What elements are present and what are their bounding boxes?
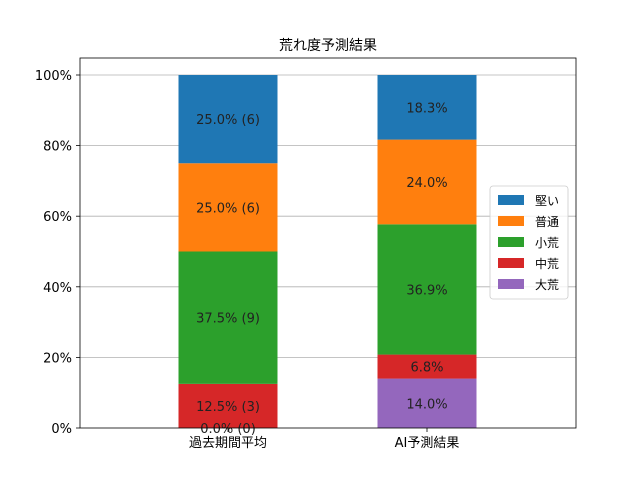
plot-frame <box>79 57 577 429</box>
segment-labels: 0.0% (0)12.5% (3)37.5% (9)25.0% (6)25.0%… <box>196 101 448 437</box>
legend-swatch <box>498 258 524 268</box>
bar-segment <box>377 354 477 379</box>
segment-label: 12.5% (3) <box>196 400 260 415</box>
segment-label: 18.3% <box>406 101 447 116</box>
segment-label: 25.0% (6) <box>196 201 260 216</box>
legend-swatch <box>498 216 524 226</box>
segment-label: 37.5% (9) <box>196 312 260 327</box>
bar-segment <box>377 139 477 225</box>
y-tick-label: 20% <box>43 351 72 366</box>
bar-segment <box>178 75 278 164</box>
bar-segment <box>178 251 278 384</box>
legend-label: 大荒 <box>535 278 559 292</box>
y-tick-label: 100% <box>35 69 72 84</box>
legend-box <box>489 185 569 300</box>
axes: 0% 20% 40% 60% 80% 100% 過去期間平均 AI予測結果 <box>35 57 577 451</box>
bar-segment <box>178 163 278 252</box>
legend-label: 堅い <box>535 194 559 208</box>
bar-segment <box>377 75 477 140</box>
y-tick-label: 60% <box>43 210 72 225</box>
bar-segment <box>377 378 477 428</box>
y-tick-label: 40% <box>43 281 72 296</box>
segment-label: 36.9% <box>406 283 447 298</box>
legend-label: 普通 <box>535 215 559 229</box>
bar-segment <box>377 224 477 355</box>
segment-label: 6.8% <box>410 361 443 376</box>
legend-swatch <box>498 195 524 205</box>
segment-label: 25.0% (6) <box>196 113 260 128</box>
y-tick-label: 0% <box>51 422 72 437</box>
chart-title: 荒れ度予測結果 <box>279 38 377 54</box>
bar-segment <box>178 383 278 428</box>
legend-swatch <box>498 237 524 247</box>
segment-label: 14.0% <box>406 397 447 412</box>
legend-label: 小荒 <box>535 236 559 250</box>
legend-label: 中荒 <box>535 256 559 271</box>
x-tick-label: AI予測結果 <box>395 436 460 451</box>
segment-label: 24.0% <box>406 176 447 191</box>
y-tick-label: 80% <box>43 140 72 155</box>
bars <box>178 75 477 428</box>
legend-swatch <box>498 279 524 289</box>
x-tick-label: 過去期間平均 <box>189 436 267 451</box>
